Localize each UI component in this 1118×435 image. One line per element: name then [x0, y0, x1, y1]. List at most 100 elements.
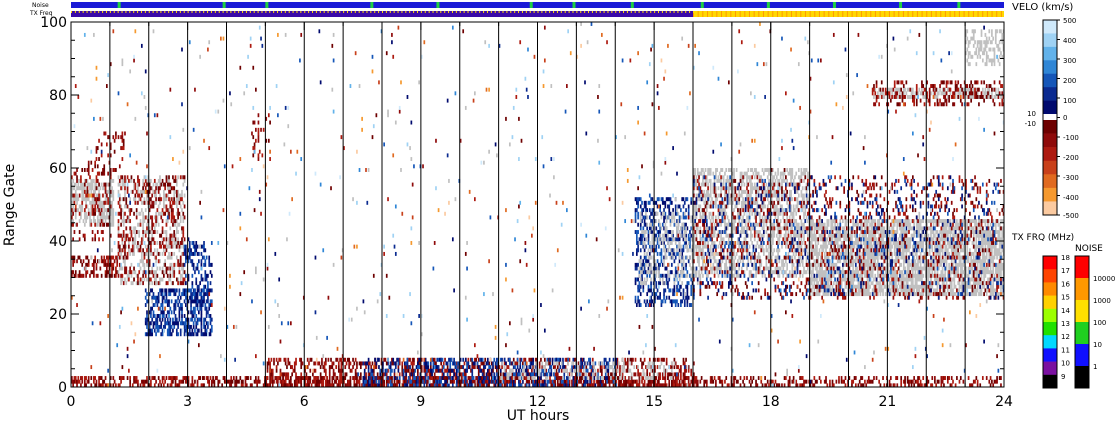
echo-cell	[107, 215, 109, 220]
echo-cell	[821, 270, 823, 275]
echo-cell	[821, 233, 823, 238]
echo-cell	[109, 171, 112, 176]
echo-cell	[797, 255, 800, 260]
echo-cell	[787, 182, 790, 187]
echo-cell	[830, 222, 833, 227]
echo-cell	[831, 273, 834, 278]
echo-cell	[82, 233, 85, 238]
echo-cell	[854, 284, 857, 289]
echo-cell	[111, 219, 113, 224]
echo-cell	[739, 171, 742, 176]
echo-cell	[860, 230, 862, 234]
echo-cell	[161, 303, 164, 307]
echo-cell	[781, 244, 783, 249]
freq-bar-tick	[113, 11, 115, 13]
echo-cell	[137, 244, 139, 249]
echo-cell	[819, 281, 822, 286]
echo-cell	[634, 266, 637, 271]
echo-cell	[209, 262, 212, 267]
echo-cell	[743, 200, 746, 205]
echo-cell	[73, 200, 76, 205]
echo-cell	[95, 273, 98, 278]
echo-cell	[854, 237, 857, 242]
echo-cell	[645, 230, 647, 234]
echo-cell	[91, 193, 94, 198]
echo-cell	[656, 197, 659, 202]
echo-cell	[651, 230, 654, 234]
echo-cell	[120, 208, 122, 213]
echo-cell	[786, 178, 788, 183]
echo-cell	[637, 197, 639, 202]
echo-cell	[252, 135, 255, 140]
echo-cell	[848, 226, 851, 231]
echo-cell	[795, 222, 798, 227]
echo-cell	[190, 288, 192, 293]
echo-cell	[777, 182, 779, 187]
echo-cell	[133, 197, 135, 202]
echo-cell	[144, 244, 147, 249]
echo-cell	[716, 262, 719, 267]
echo-cell	[724, 189, 726, 194]
echo-cell	[882, 226, 884, 231]
echo-cell	[839, 255, 842, 260]
echo-cell	[659, 292, 662, 297]
echo-cell	[787, 171, 790, 176]
echo-cell	[742, 189, 744, 194]
echo-cell	[670, 303, 673, 307]
echo-cell	[862, 284, 865, 289]
echo-cell	[733, 219, 735, 224]
echo-cell	[721, 244, 724, 249]
echo-cell	[150, 215, 152, 220]
freq-bar-tick	[697, 11, 699, 17]
echo-cell	[182, 288, 185, 293]
echo-cell	[720, 208, 722, 213]
echo-cell	[118, 164, 121, 169]
echo-cell	[670, 251, 673, 256]
freq-bar-tick	[242, 11, 244, 13]
echo-cell	[686, 273, 689, 278]
echo-cell	[764, 266, 766, 271]
echo-cell	[637, 244, 639, 249]
echo-cell	[866, 281, 869, 286]
echo-cell	[884, 292, 887, 297]
echo-cell	[712, 241, 715, 245]
echo-cell	[703, 241, 706, 245]
echo-cell	[80, 178, 82, 183]
echo-cell	[715, 251, 717, 256]
echo-cell	[269, 120, 271, 125]
echo-cell	[689, 255, 691, 260]
echo-cell	[746, 204, 748, 209]
echo-cell	[85, 193, 87, 198]
echo-cell	[870, 237, 873, 242]
echo-cell	[150, 241, 152, 245]
echo-cell	[751, 241, 754, 245]
echo-cell	[792, 208, 795, 213]
echo-cell	[810, 273, 813, 278]
echo-cell	[148, 332, 151, 337]
echo-cell	[172, 266, 174, 271]
echo-cell	[661, 299, 664, 304]
echo-cell	[777, 248, 779, 253]
echo-cell	[142, 259, 144, 264]
echo-cell	[183, 328, 186, 333]
echo-cell	[138, 262, 141, 267]
echo-cell	[168, 251, 170, 256]
echo-cell	[204, 248, 207, 253]
echo-cell	[634, 299, 637, 304]
echo-cell	[809, 277, 812, 282]
echo-cell	[178, 222, 181, 227]
echo-cell	[864, 255, 866, 260]
echo-cell	[116, 270, 119, 275]
echo-cell	[638, 241, 641, 245]
echo-cell	[181, 303, 183, 307]
echo-cell	[654, 292, 656, 297]
echo-cell	[170, 251, 173, 256]
echo-cell	[134, 186, 137, 191]
echo-cell	[159, 251, 161, 256]
echo-cell	[742, 178, 744, 183]
echo-cell	[170, 197, 173, 202]
echo-cell	[651, 270, 654, 275]
echo-cell	[844, 284, 847, 289]
echo-cell	[181, 321, 183, 326]
echo-cell	[810, 248, 813, 253]
